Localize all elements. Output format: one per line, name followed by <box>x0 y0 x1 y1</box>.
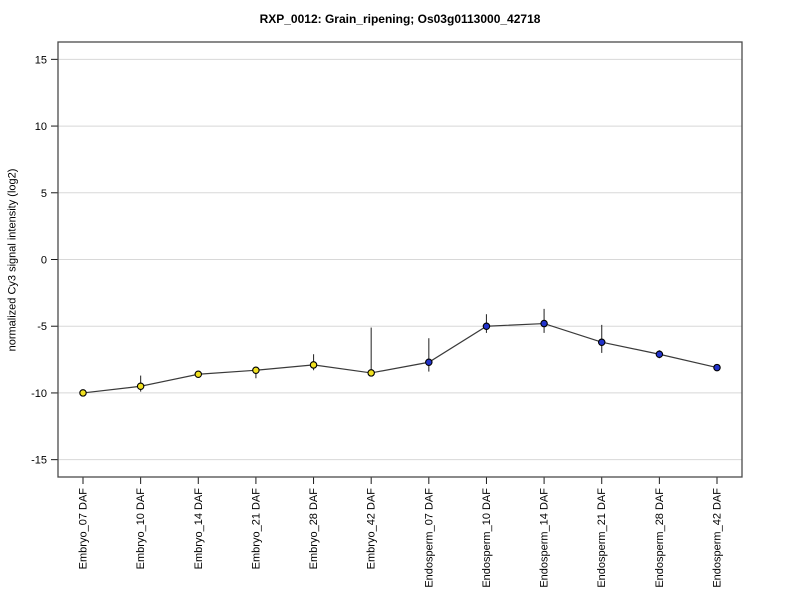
data-point <box>367 369 375 377</box>
y-axis-tick-label: 0 <box>41 255 47 267</box>
y-axis-tick-label: 10 <box>35 121 47 133</box>
y-axis-tick-label: -15 <box>31 455 47 467</box>
x-axis-tick-label: Embryo_10 DAF <box>135 488 147 570</box>
x-axis-tick-label: Embryo_21 DAF <box>250 488 262 570</box>
x-axis-tick-label: Endosperm_28 DAF <box>654 488 666 588</box>
y-axis-tick-label: -10 <box>31 388 47 400</box>
data-point <box>252 366 260 375</box>
data-point <box>309 361 318 369</box>
data-point <box>655 350 664 358</box>
x-axis-tick-label: Endosperm_21 DAF <box>596 488 608 588</box>
data-point <box>482 322 491 330</box>
x-axis-tick-label: Endosperm_10 DAF <box>481 488 493 588</box>
x-axis-tick-label: Endosperm_14 DAF <box>539 488 551 588</box>
series-line <box>82 322 718 394</box>
x-axis-tick-label: Endosperm_07 DAF <box>423 488 435 588</box>
data-point <box>194 370 203 379</box>
x-axis-tick-label: Embryo_28 DAF <box>308 488 320 570</box>
data-point <box>425 358 433 366</box>
data-point <box>79 389 87 397</box>
plot-border <box>57 41 743 478</box>
x-axis-tick-label: Endosperm_42 DAF <box>712 488 724 588</box>
y-axis-tick-label: 5 <box>41 188 47 200</box>
data-point <box>597 338 606 346</box>
x-axis-tick-label: Embryo_14 DAF <box>193 488 205 570</box>
x-axis-tick-label: Embryo_07 DAF <box>78 488 90 570</box>
x-axis-tick-label: Embryo_42 DAF <box>366 488 378 570</box>
data-point <box>540 319 548 328</box>
data-point <box>713 363 721 372</box>
y-axis-tick-label: -5 <box>37 321 47 333</box>
chart-title: RXP_0012: Grain_ripening; Os03g0113000_4… <box>259 12 541 26</box>
data-point <box>136 382 145 391</box>
y-axis-tick-label: 15 <box>35 54 47 66</box>
